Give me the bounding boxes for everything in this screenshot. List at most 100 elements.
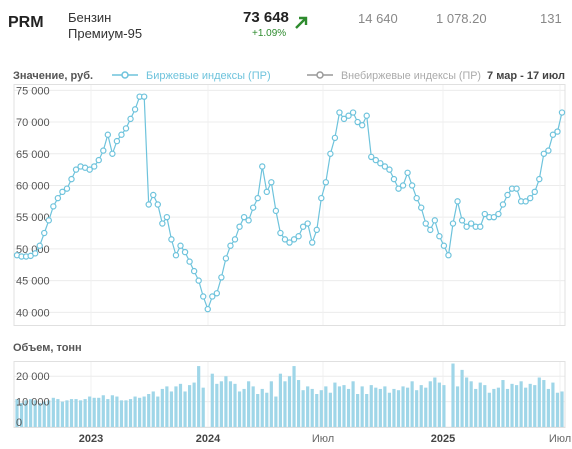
price-point — [104, 131, 112, 138]
price-point — [349, 109, 357, 116]
volume-y-axis: 0 10 000 20 000 — [16, 371, 50, 429]
volume-bar — [160, 388, 164, 427]
volume-bar — [56, 399, 60, 427]
price-point — [227, 242, 234, 249]
price-point — [458, 217, 466, 224]
price-line — [16, 96, 563, 311]
volume-bar — [156, 396, 160, 427]
price-point — [263, 188, 270, 196]
volume-bar — [51, 397, 55, 427]
volume-bar — [365, 394, 369, 427]
price-point — [408, 182, 416, 189]
volume-bar — [505, 388, 510, 427]
price-point — [177, 242, 184, 249]
volume-bar — [328, 392, 332, 427]
y-tick-label: 40 000 — [16, 307, 50, 319]
volume-bars — [15, 363, 564, 427]
volume-bar — [47, 400, 51, 427]
price-point — [467, 220, 475, 227]
volume-bar — [169, 391, 174, 427]
volume-bar — [228, 381, 233, 427]
volume-bar — [219, 381, 223, 427]
price-point — [427, 226, 434, 234]
price-point — [118, 131, 125, 138]
volume-bar — [247, 381, 251, 427]
price-point — [545, 147, 552, 154]
price-point — [327, 150, 334, 157]
volume-bar — [410, 381, 414, 427]
price-point — [259, 163, 266, 170]
price-point — [36, 242, 43, 249]
volume-bar — [333, 382, 337, 427]
price-point — [390, 175, 398, 183]
price-point — [440, 242, 448, 249]
volume-bar — [283, 381, 287, 427]
price-point — [399, 182, 407, 189]
price-point — [299, 223, 307, 230]
volume-axis-title: Объем, тонн — [13, 342, 82, 354]
price-point — [531, 188, 538, 196]
volume-bar — [387, 392, 392, 427]
price-point — [418, 204, 425, 211]
volume-bar — [92, 397, 96, 427]
legend-offexchange[interactable]: Внебиржевые индексы (ПР) — [307, 70, 481, 82]
legend-offexchange-label: Внебиржевые индексы (ПР) — [341, 70, 481, 82]
ticker-symbol[interactable]: PRM — [8, 14, 44, 31]
volume-bar — [260, 388, 264, 427]
y-tick-label: 55 000 — [16, 212, 50, 224]
volume-bar — [251, 386, 255, 427]
volume-bar — [306, 386, 310, 427]
volume-bar — [487, 392, 491, 427]
volume-bar — [210, 373, 214, 427]
volume-bar — [310, 388, 314, 427]
volume-bar — [396, 390, 401, 427]
volume-bar — [392, 388, 396, 427]
volume-bar — [38, 402, 42, 427]
date-range[interactable]: 7 мар - 17 июл — [487, 70, 565, 82]
price-point — [91, 163, 98, 170]
volume-bar — [269, 381, 273, 427]
price-point — [345, 112, 352, 119]
volume-bar — [142, 396, 146, 427]
stat-turnover: 1 078.20 — [436, 11, 487, 26]
volume-bar — [542, 380, 546, 427]
price-point — [445, 252, 452, 259]
volume-bar — [292, 366, 296, 427]
legend-exchange[interactable]: Биржевые индексы (ПР) — [112, 70, 271, 82]
price-point — [454, 198, 461, 205]
y-tick-label: 60 000 — [16, 180, 50, 192]
price-point — [186, 258, 193, 265]
price-point — [190, 267, 198, 275]
volume-bar — [115, 396, 119, 427]
price-point — [377, 160, 384, 167]
y-tick-label: 70 000 — [16, 117, 50, 129]
price-point — [236, 223, 243, 230]
chart-grid — [14, 84, 565, 428]
volume-bar — [119, 400, 124, 427]
price-point — [100, 147, 107, 154]
price-axis-title: Значение, руб. — [13, 70, 93, 82]
y-tick-label: 45 000 — [16, 276, 50, 288]
price-point — [309, 239, 316, 246]
price-point — [59, 188, 66, 196]
volume-bar — [256, 394, 260, 427]
price-point — [122, 125, 130, 132]
price-point — [86, 166, 93, 173]
price-point — [413, 194, 420, 202]
price-point — [436, 233, 443, 240]
price-point — [204, 305, 211, 313]
price-point — [358, 122, 366, 129]
volume-bar — [101, 395, 105, 427]
price-point — [286, 239, 293, 246]
volume-bar — [151, 391, 155, 427]
volume-bar — [437, 382, 441, 427]
volume-tick-label: 20 000 — [16, 371, 50, 383]
volume-bar — [433, 377, 437, 427]
x-tick-label: 2024 — [196, 433, 221, 445]
price-point — [281, 236, 289, 243]
volume-bar — [201, 387, 205, 427]
price-point — [277, 229, 284, 237]
price-point — [249, 204, 257, 211]
price-point — [240, 213, 248, 221]
